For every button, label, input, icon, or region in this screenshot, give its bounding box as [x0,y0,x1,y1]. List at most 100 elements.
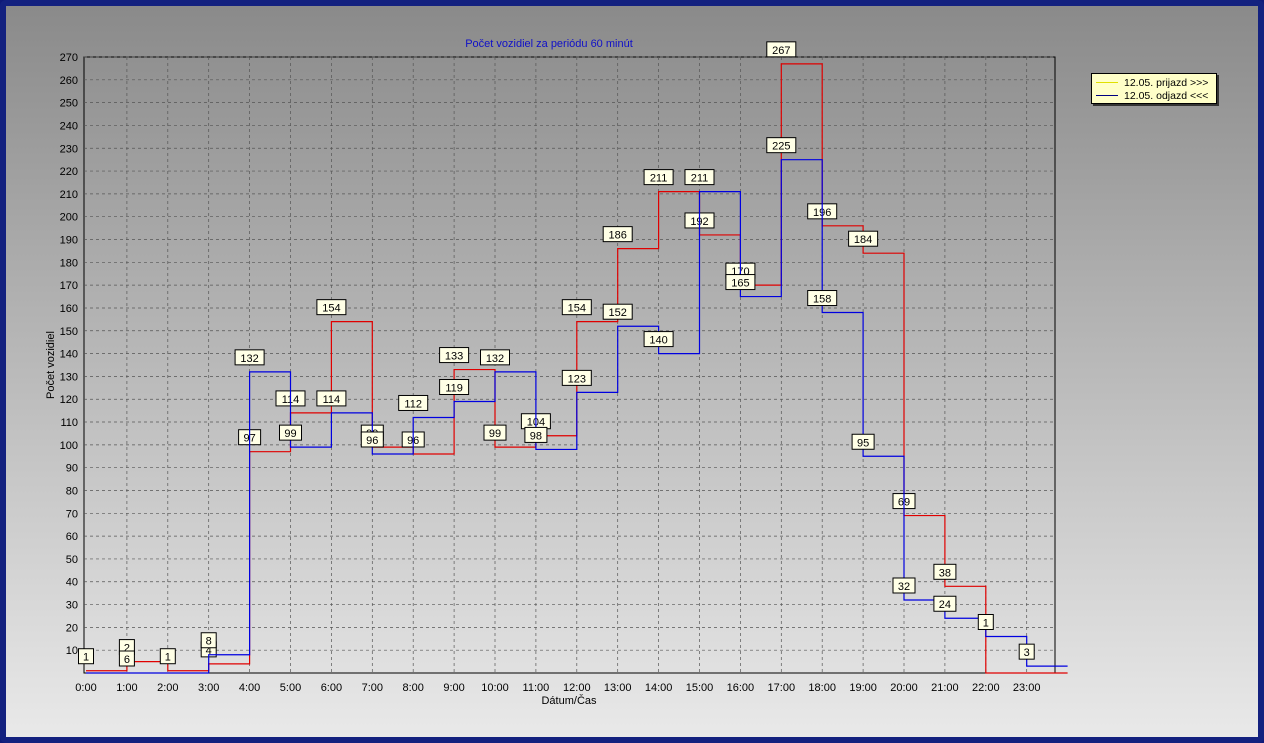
data-label-box [643,331,674,348]
data-label-text: 133 [445,351,463,363]
data-label: 184 [848,230,879,247]
data-label-text: 24 [939,599,951,611]
y-tick-label: 210 [60,189,78,201]
data-label: 133 [439,347,470,364]
chart-legend: 12.05. prijazd >>> 12.05. odjazd <<< [1091,73,1217,104]
data-label: 1 [977,613,994,630]
x-tick-label: 5:00 [280,682,301,694]
x-tick-label: 12:00 [563,682,591,694]
data-label-box [439,347,470,364]
data-label-text: 165 [731,278,749,290]
data-label-box [643,169,674,186]
data-label-text: 123 [568,373,586,385]
y-tick-label: 110 [60,417,78,429]
y-tick-label: 80 [66,485,78,497]
data-label: 186 [602,226,633,243]
y-tick-label: 40 [66,577,78,589]
data-label-box [316,299,347,316]
data-label: 98 [524,426,548,443]
data-label-text: 98 [530,430,542,442]
data-label: 123 [561,369,592,386]
data-label: 158 [807,290,838,307]
data-label: 211 [684,169,715,186]
data-label-text: 8 [206,636,212,648]
x-tick-label: 15:00 [686,682,714,694]
data-label-text: 32 [898,581,910,593]
data-label-box [483,424,507,441]
data-label-box [766,137,797,154]
data-label: 1 [159,648,176,665]
data-label-box [933,563,957,580]
data-label: 132 [480,349,510,366]
x-tick-label: 0:00 [75,682,96,694]
series-prijazd: 1214971141549996133991041541862111921702… [78,41,1068,674]
x-tick-label: 17:00 [768,682,796,694]
data-label-text: 211 [650,173,668,185]
data-label-box [439,379,470,396]
data-label: 38 [933,563,957,580]
x-tick-label: 6:00 [321,682,342,694]
data-label-box [766,41,797,58]
data-label-text: 6 [124,654,130,666]
y-tick-label: 200 [60,212,78,224]
y-tick-label: 50 [66,554,78,566]
y-tick-label: 260 [60,75,78,87]
y-tick-label: 10 [66,645,78,657]
y-tick-label: 250 [60,98,78,110]
data-label-text: 267 [772,45,790,57]
y-tick-label: 20 [66,622,78,634]
data-label: 132 [234,349,265,366]
data-label: 99 [279,424,302,441]
x-tick-label: 11:00 [523,682,550,694]
data-label-text: 132 [486,353,504,365]
data-label-box [234,349,265,366]
data-label-text: 132 [240,353,258,365]
data-label-box [1018,643,1035,660]
series-odjazd: 6813299114961121191329812315214021116522… [86,137,1068,674]
x-tick-label: 9:00 [443,682,464,694]
data-label-text: 112 [404,398,422,410]
data-label-box [602,226,633,243]
x-axis-title: Dátum/Čas [541,694,597,707]
y-axis-title: Počet vozidiel [45,331,57,399]
data-label: 211 [643,169,674,186]
x-tick-label: 16:00 [727,682,755,694]
data-label-text: 152 [609,307,627,319]
x-tick-label: 23:00 [1013,682,1041,694]
data-label-box [602,303,633,320]
data-label-box [480,349,510,366]
y-tick-label: 70 [66,508,78,520]
plot-area [83,56,1056,674]
data-label: 3 [1018,643,1035,660]
chart-title: Počet vozidiel za periódu 60 minút [465,38,633,50]
y-tick-label: 230 [60,143,78,155]
data-label-box [977,613,994,630]
x-tick-label: 7:00 [362,682,383,694]
data-label: 140 [643,331,674,348]
data-label-box [684,169,715,186]
y-tick-label: 140 [60,349,78,361]
data-label-text: 96 [366,435,378,447]
data-label: 32 [892,577,916,594]
data-label: 267 [766,41,797,58]
data-label: 1 [78,648,94,665]
y-tick-label: 170 [60,280,78,292]
y-tick-label: 180 [60,257,78,269]
data-label-text: 211 [691,173,709,185]
y-tick-label: 130 [60,371,78,383]
data-label-box [561,369,592,386]
legend-label: 12.05. prijazd >>> [1124,76,1209,89]
data-label-box [933,595,957,612]
y-tick-label: 100 [60,440,78,452]
data-label-text: 154 [568,303,586,315]
data-label-text: 184 [854,234,872,246]
data-label-text: 1 [165,652,171,664]
x-tick-label: 2:00 [157,682,178,694]
legend-item-odjazd: 12.05. odjazd <<< [1096,89,1208,102]
data-label: 95 [851,433,875,450]
x-tick-label: 21:00 [931,682,959,694]
data-label-box [360,431,384,448]
data-label: 119 [439,379,470,396]
